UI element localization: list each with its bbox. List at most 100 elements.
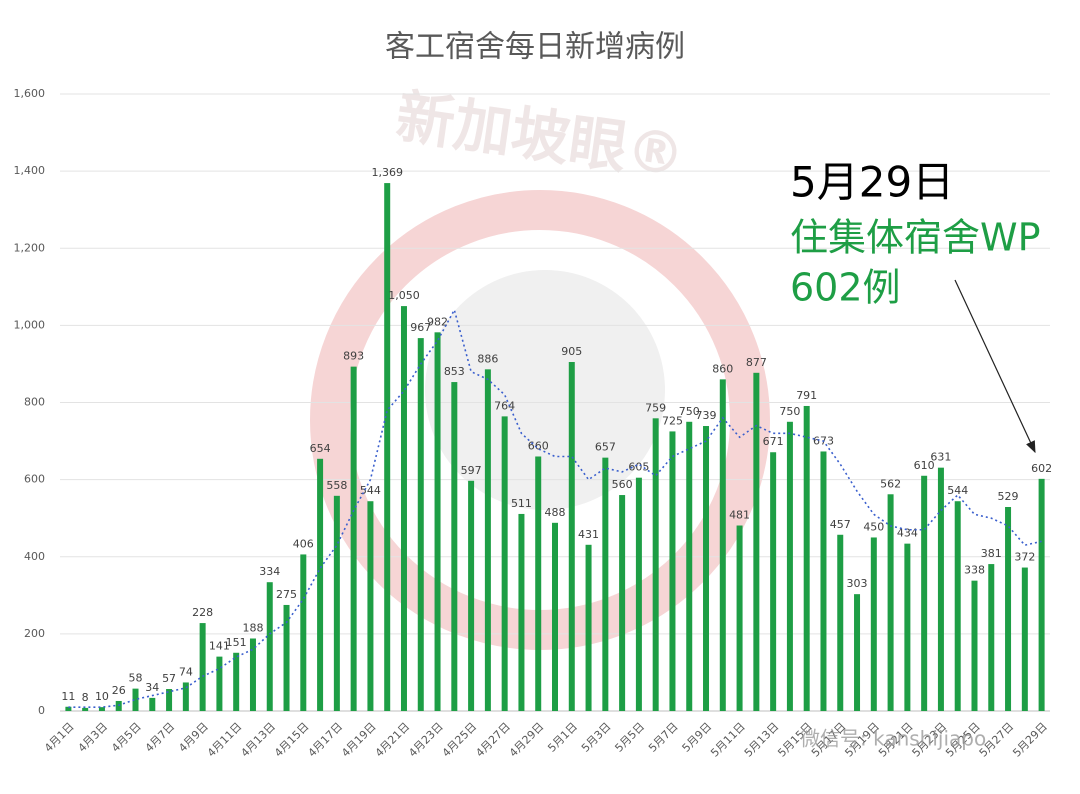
bar (803, 405, 810, 711)
bar (400, 306, 407, 711)
value-label: 671 (763, 435, 784, 448)
bar (484, 369, 491, 711)
bar (585, 544, 592, 711)
bar (904, 543, 911, 711)
value-label: 791 (796, 389, 817, 402)
value-label: 560 (612, 478, 633, 491)
bar (82, 707, 89, 711)
value-label: 488 (545, 506, 566, 519)
bar (1005, 507, 1012, 711)
x-tick-label: 5月29日 (1010, 720, 1050, 760)
value-label: 372 (1014, 551, 1035, 564)
value-label: 1,369 (371, 166, 403, 179)
bar (635, 477, 642, 711)
value-label: 338 (964, 564, 985, 577)
bar (937, 467, 944, 711)
value-label: 660 (528, 439, 549, 452)
value-label: 434 (897, 527, 918, 540)
bar (619, 495, 626, 711)
value-label: 654 (310, 442, 331, 455)
x-tick-label: 4月11日 (205, 720, 245, 760)
bar (988, 564, 995, 711)
bar (518, 513, 525, 711)
trend-line (68, 307, 1042, 708)
bar (384, 183, 391, 712)
value-label: 597 (461, 464, 482, 477)
value-label: 764 (494, 399, 515, 412)
value-label: 886 (477, 352, 498, 365)
value-label: 893 (343, 350, 364, 363)
bar (417, 338, 424, 711)
bar (98, 707, 105, 711)
y-tick-label: 0 (38, 704, 45, 717)
y-tick-label: 1,400 (14, 164, 46, 177)
x-tick-label: 4月3日 (76, 720, 111, 755)
bar (233, 652, 240, 711)
bar (149, 697, 156, 711)
bar (921, 475, 928, 711)
bar (602, 457, 609, 711)
bar (451, 382, 458, 711)
bar (820, 451, 827, 711)
x-tick-label: 4月19日 (339, 720, 379, 760)
bar (350, 366, 357, 711)
value-label: 544 (360, 484, 381, 497)
bar (501, 416, 508, 711)
value-label: 725 (662, 414, 683, 427)
value-label: 457 (830, 518, 851, 531)
value-label: 381 (981, 547, 1002, 560)
bar (434, 332, 441, 711)
value-label: 450 (863, 520, 884, 533)
value-label: 26 (112, 684, 126, 697)
value-label: 151 (226, 636, 247, 649)
value-label: 750 (679, 405, 700, 418)
bar (971, 580, 978, 711)
y-tick-label: 800 (24, 396, 45, 409)
value-label: 141 (209, 640, 230, 653)
x-tick-label: 4月5日 (109, 720, 144, 755)
value-label: 57 (162, 672, 176, 685)
bar (333, 495, 340, 711)
chart-title: 客工宿舍每日新增病例 (385, 30, 685, 65)
value-label: 511 (511, 497, 532, 510)
value-label: 8 (82, 691, 89, 704)
value-label: 275 (276, 588, 297, 601)
bar (870, 537, 877, 711)
bar (652, 418, 659, 711)
bar (166, 689, 173, 711)
x-tick-label: 5月11日 (708, 720, 748, 760)
bar (854, 594, 861, 711)
bar (317, 458, 324, 711)
value-label: 11 (61, 690, 75, 703)
value-label: 74 (179, 665, 193, 678)
x-tick-label: 5月1日 (545, 720, 580, 755)
value-label: 334 (259, 565, 280, 578)
annotation-line: 住集体宿舍WP (790, 216, 1041, 260)
bar (535, 456, 542, 711)
bar (249, 638, 256, 711)
bar (65, 706, 72, 711)
x-tick-label: 4月25日 (440, 720, 480, 760)
bar (686, 421, 693, 711)
value-label: 188 (242, 622, 263, 635)
bar (753, 372, 760, 711)
bar (300, 554, 307, 711)
bar (468, 480, 475, 711)
annotation-line: 602例 (790, 266, 901, 310)
value-label: 860 (712, 362, 733, 375)
value-label: 610 (914, 459, 935, 472)
value-label: 431 (578, 528, 599, 541)
watermark: 新加坡眼® (392, 82, 689, 190)
bar (132, 688, 139, 711)
bar (703, 426, 710, 711)
value-label: 605 (628, 461, 649, 474)
annotation-date: 5月29日 (790, 158, 954, 207)
x-tick-label: 4月1日 (42, 720, 77, 755)
value-label: 905 (561, 345, 582, 358)
bar (786, 421, 793, 711)
value-label: 853 (444, 365, 465, 378)
value-label: 10 (95, 690, 109, 703)
value-label: 750 (779, 405, 800, 418)
value-label: 406 (293, 537, 314, 550)
